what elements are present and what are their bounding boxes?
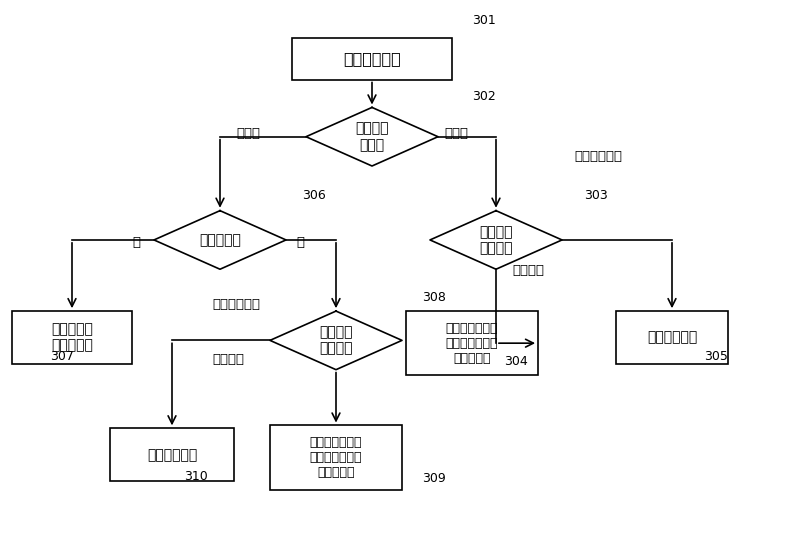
Text: 录像内容数据: 录像内容数据 bbox=[212, 297, 260, 311]
Bar bbox=[292, 37, 452, 79]
Text: 录像内容数据: 录像内容数据 bbox=[574, 150, 622, 163]
Text: 304: 304 bbox=[504, 355, 528, 368]
Text: 301: 301 bbox=[472, 14, 496, 27]
Text: 确定出错
数据位置: 确定出错 数据位置 bbox=[479, 225, 513, 255]
Text: 308: 308 bbox=[422, 291, 446, 304]
Bar bbox=[406, 311, 538, 375]
Text: 确定出错
数据位置: 确定出错 数据位置 bbox=[319, 325, 353, 355]
Text: 按照现有机制处
理，踢盘并标记
该磁盘失效: 按照现有机制处 理，踢盘并标记 该磁盘失效 bbox=[446, 321, 498, 365]
Text: 是否可修复: 是否可修复 bbox=[199, 233, 241, 247]
Text: 阵列容错处理: 阵列容错处理 bbox=[647, 330, 697, 345]
Text: 是读还是
写错误: 是读还是 写错误 bbox=[355, 122, 389, 152]
Text: 读错误: 读错误 bbox=[236, 127, 260, 141]
Bar bbox=[616, 311, 728, 364]
Bar bbox=[110, 429, 234, 481]
Text: 305: 305 bbox=[704, 350, 728, 363]
Text: 302: 302 bbox=[472, 90, 496, 103]
Text: 按现有方式
进行写修复: 按现有方式 进行写修复 bbox=[51, 323, 93, 353]
Text: 310: 310 bbox=[184, 470, 208, 483]
Text: 关键数据: 关键数据 bbox=[512, 264, 544, 277]
Text: 303: 303 bbox=[584, 189, 608, 202]
Text: 发生读写错误: 发生读写错误 bbox=[343, 51, 401, 66]
Text: 关键数据: 关键数据 bbox=[212, 353, 244, 367]
Text: 是: 是 bbox=[132, 236, 140, 249]
Text: 否: 否 bbox=[296, 236, 304, 249]
Text: 307: 307 bbox=[50, 350, 74, 363]
Text: 阵列容错处理: 阵列容错处理 bbox=[147, 448, 197, 462]
Text: 309: 309 bbox=[422, 473, 446, 485]
Bar bbox=[12, 311, 132, 364]
Text: 306: 306 bbox=[302, 189, 326, 202]
Text: 按照现有机制处
理，踢盘并标记
该磁盘失效: 按照现有机制处 理，踢盘并标记 该磁盘失效 bbox=[310, 436, 362, 479]
Bar bbox=[270, 425, 402, 490]
Text: 写错误: 写错误 bbox=[444, 127, 468, 141]
